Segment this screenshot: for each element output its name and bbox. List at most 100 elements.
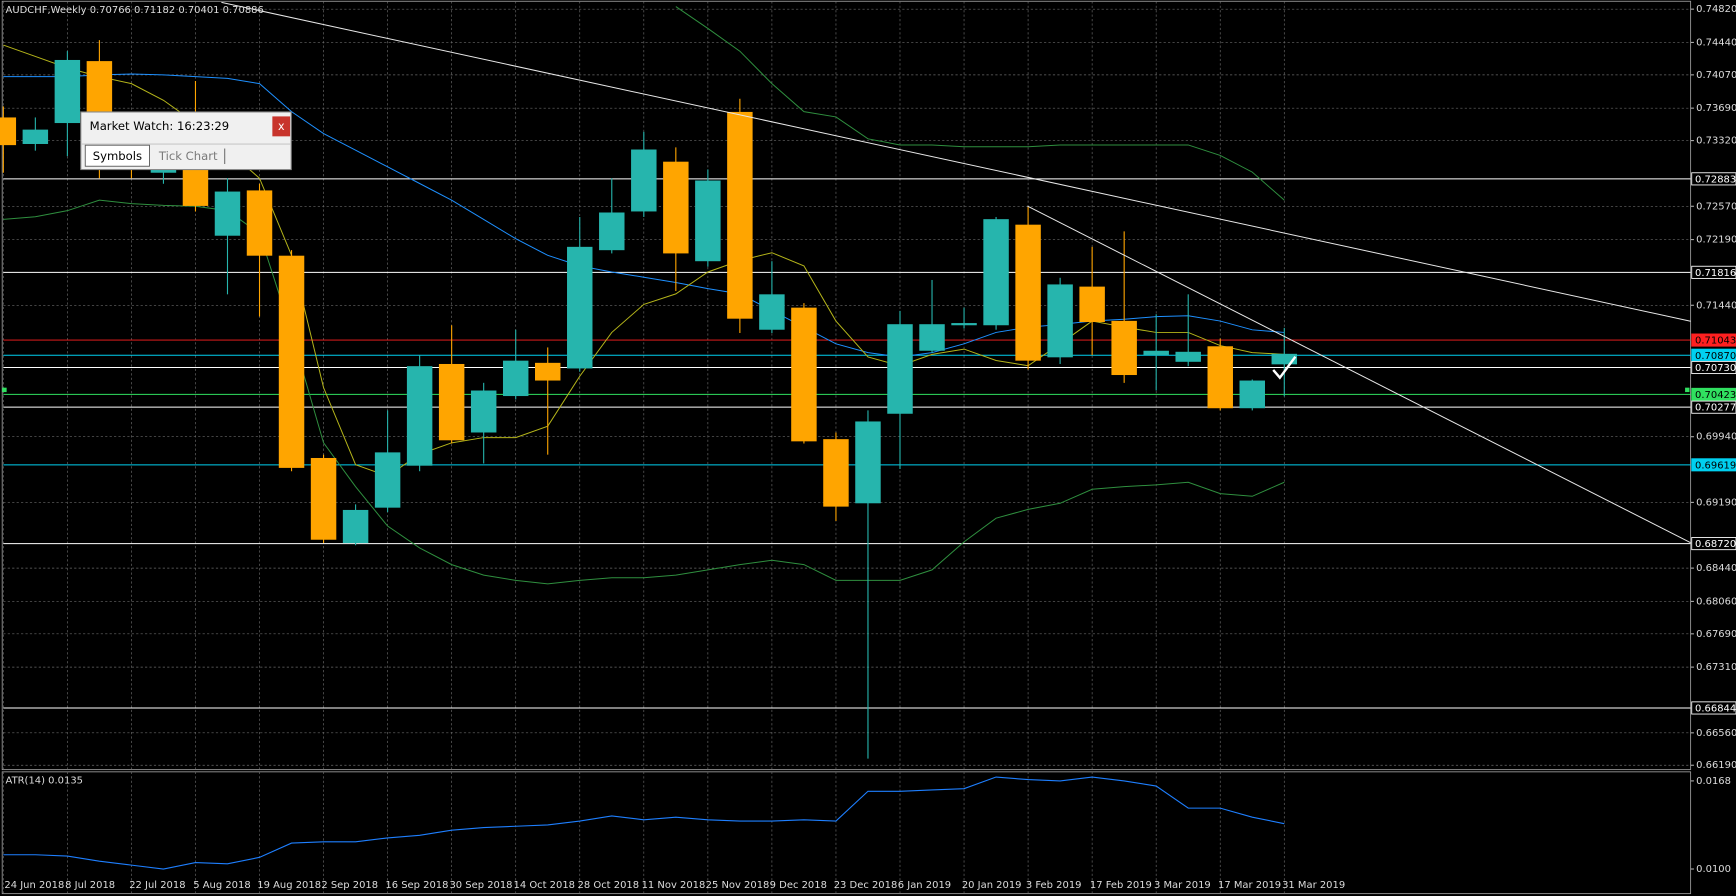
y-tick-label: 0.74070 xyxy=(1696,70,1736,81)
candle-body xyxy=(406,366,433,466)
candle-body xyxy=(567,246,593,369)
x-tick-label: 14 Oct 2018 xyxy=(513,880,575,891)
level-label-box xyxy=(1691,333,1736,347)
level-label: 0.71043 xyxy=(1695,336,1736,347)
check-mark xyxy=(1272,355,1297,380)
candle-body xyxy=(1271,353,1298,365)
candle-body xyxy=(1079,286,1105,323)
candle-body xyxy=(919,324,945,351)
x-tick-label: 16 Sep 2018 xyxy=(385,880,448,891)
candle-body xyxy=(791,307,817,442)
x-tick-label: 9 Dec 2018 xyxy=(770,880,827,891)
candle-body xyxy=(54,59,81,124)
trend-line xyxy=(1027,205,1691,544)
level-label: 0.70277 xyxy=(1695,403,1736,414)
tab-label[interactable]: Symbols xyxy=(93,149,142,163)
y-tick-label: 0.68440 xyxy=(1696,563,1736,574)
candle-body xyxy=(0,117,17,146)
y-tick-label: 0.73320 xyxy=(1696,136,1736,147)
y-tick-label: 0.0168 xyxy=(1696,776,1731,787)
atr-panel xyxy=(1,771,1692,895)
candle-body xyxy=(342,509,369,544)
candle-body xyxy=(246,190,273,256)
level-label-box xyxy=(1691,360,1736,375)
level-label: 0.68720 xyxy=(1695,539,1736,550)
x-tick-label: 30 Sep 2018 xyxy=(449,880,512,891)
level-label: 0.66844 xyxy=(1695,703,1736,714)
candle-body xyxy=(1047,284,1073,358)
market-watch-window: Market Watch: 16:23:29 x Symbols Tick Ch… xyxy=(80,111,292,171)
indicator-line xyxy=(675,6,1285,201)
level-label-box xyxy=(1691,701,1736,715)
y-tick-label: 0.74440 xyxy=(1696,37,1736,48)
x-tick-label: 28 Oct 2018 xyxy=(578,880,640,891)
tab-label[interactable]: Tick Chart xyxy=(158,149,218,163)
candle-body xyxy=(374,452,401,508)
x-tick-label: 8 Jul 2018 xyxy=(65,880,115,891)
candle-body xyxy=(214,191,241,236)
y-tick-label: 0.66190 xyxy=(1696,760,1736,771)
candle-body xyxy=(1175,351,1201,362)
y-tick-label: 0.72190 xyxy=(1696,235,1736,246)
candle-body xyxy=(951,323,977,326)
level-label-box xyxy=(1691,387,1736,401)
y-tick-label: 0.67690 xyxy=(1696,629,1736,640)
close-button-label[interactable]: x xyxy=(278,120,285,133)
candle-body xyxy=(727,111,753,319)
candle-body xyxy=(1207,346,1233,409)
y-tick-label: 0.72570 xyxy=(1696,201,1736,212)
candle-body xyxy=(438,363,465,441)
level-label: 0.72883 xyxy=(1695,174,1736,185)
candle-body xyxy=(310,457,337,540)
candle-body xyxy=(1015,224,1041,361)
y-tick-label: 0.69940 xyxy=(1696,432,1736,443)
level-label: 0.70870 xyxy=(1695,351,1736,362)
y-tick-label: 0.71440 xyxy=(1696,300,1736,311)
x-tick-label: 17 Mar 2019 xyxy=(1218,880,1281,891)
candle-body xyxy=(22,129,49,144)
x-tick-label: 3 Feb 2019 xyxy=(1026,880,1082,891)
candle-body xyxy=(983,219,1009,326)
candle-body xyxy=(855,421,881,504)
trend-line xyxy=(221,1,1691,322)
candle-body xyxy=(663,161,689,254)
level-label-box xyxy=(1691,265,1736,279)
candle-body xyxy=(1143,350,1169,356)
x-tick-label: 19 Aug 2018 xyxy=(257,880,321,891)
candle-body xyxy=(631,149,657,212)
candle-body xyxy=(1239,380,1265,409)
x-tick-label: 20 Jan 2019 xyxy=(962,880,1022,891)
close-button[interactable] xyxy=(272,116,291,137)
level-handle xyxy=(2,387,7,393)
candle-body xyxy=(470,390,497,433)
candle-body xyxy=(1111,320,1137,376)
x-tick-label: 17 Feb 2019 xyxy=(1090,880,1152,891)
level-label: 0.71816 xyxy=(1695,268,1736,279)
level-label: 0.69619 xyxy=(1695,460,1736,471)
x-tick-label: 2 Sep 2018 xyxy=(321,880,378,891)
tab-active[interactable] xyxy=(84,144,150,167)
window-title: Market Watch: 16:23:29 xyxy=(90,119,229,133)
candle-body xyxy=(278,255,305,468)
x-tick-label: 23 Dec 2018 xyxy=(834,880,898,891)
level-label: 0.70423 xyxy=(1695,390,1736,401)
level-label-box xyxy=(1691,458,1736,472)
y-tick-label: 0.0100 xyxy=(1696,864,1731,875)
level-label-box xyxy=(1691,537,1736,551)
labels: 0.74820 0.74440 0.74070 0.73690 0.73320 0.725… xyxy=(4,4,1736,891)
candle-body xyxy=(502,360,529,397)
x-tick-label: 6 Jan 2019 xyxy=(898,880,951,891)
x-tick-label: 5 Aug 2018 xyxy=(193,880,250,891)
level-label-box xyxy=(1691,172,1736,186)
x-tick-label: 11 Nov 2018 xyxy=(642,880,706,891)
candle-body xyxy=(534,362,561,381)
level-label-box xyxy=(1691,400,1736,414)
chart-title: AUDCHF,Weekly 0.70766 0.71182 0.70401 0.… xyxy=(6,5,264,16)
level-handle xyxy=(1685,387,1690,393)
x-tick-label: 25 Nov 2018 xyxy=(706,880,770,891)
x-tick-label: 24 Jun 2018 xyxy=(4,880,64,891)
marks xyxy=(0,6,1691,870)
x-tick-label: 31 Mar 2019 xyxy=(1282,880,1345,891)
candle-body xyxy=(823,439,849,507)
